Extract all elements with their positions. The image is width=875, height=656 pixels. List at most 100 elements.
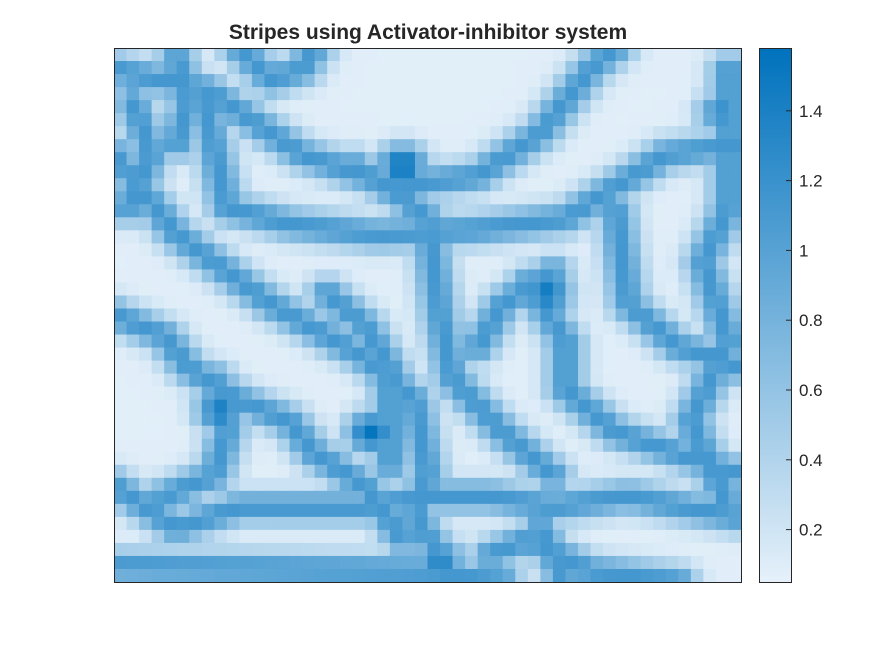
heatmap-cell <box>277 152 291 166</box>
heatmap-cell <box>114 373 128 388</box>
heatmap-cell <box>515 529 529 544</box>
heatmap-cell <box>126 139 140 153</box>
heatmap-cell <box>314 165 328 179</box>
heatmap-cell <box>352 568 366 583</box>
heatmap-cell <box>527 308 541 323</box>
heatmap-cell <box>339 243 353 257</box>
heatmap-cell <box>189 529 203 544</box>
heatmap-cell <box>678 334 692 349</box>
heatmap-cell <box>277 451 291 466</box>
heatmap-cell <box>678 555 692 570</box>
heatmap-cell <box>590 256 604 271</box>
heatmap-cell <box>440 256 454 271</box>
heatmap-cell <box>414 139 429 153</box>
heatmap-cell <box>201 230 215 244</box>
heatmap-cell <box>314 100 328 114</box>
heatmap-cell <box>339 490 353 505</box>
heatmap-cell <box>678 308 692 323</box>
heatmap-cell <box>427 48 441 62</box>
heatmap-cell <box>603 321 617 336</box>
heatmap-cell <box>176 308 190 323</box>
heatmap-cell <box>628 490 642 505</box>
heatmap-cell <box>678 503 692 518</box>
heatmap-cell <box>628 74 642 88</box>
heatmap-cell <box>603 360 617 375</box>
heatmap-cell <box>377 74 391 88</box>
heatmap-cell <box>690 555 704 570</box>
heatmap-cell <box>289 308 303 323</box>
heatmap-cell <box>352 191 366 205</box>
heatmap-cell <box>126 555 140 570</box>
heatmap-cell <box>151 412 165 427</box>
heatmap-cell <box>477 113 491 127</box>
heatmap-cell <box>176 399 190 414</box>
heatmap-cell <box>414 256 429 271</box>
heatmap-cell <box>389 165 404 179</box>
heatmap-cell <box>452 347 466 362</box>
heatmap-cell <box>302 217 316 231</box>
heatmap-cell <box>465 61 479 75</box>
heatmap-cell <box>364 308 378 323</box>
heatmap-cell <box>653 399 667 414</box>
heatmap-cell <box>302 412 316 427</box>
heatmap-cell <box>414 48 429 62</box>
heatmap-cell <box>239 451 253 466</box>
heatmap-cell <box>665 230 679 244</box>
heatmap-cell <box>577 360 592 375</box>
heatmap-cell <box>678 269 692 284</box>
heatmap-cell <box>352 490 366 505</box>
heatmap-cell <box>314 529 328 544</box>
heatmap-cell <box>389 113 404 127</box>
heatmap-cell <box>414 555 429 570</box>
heatmap-cell <box>251 529 266 544</box>
heatmap-cell <box>151 490 165 505</box>
heatmap-cell <box>364 269 378 284</box>
heatmap-cell <box>126 516 140 531</box>
heatmap-cell <box>126 126 140 140</box>
heatmap-cell <box>414 451 429 466</box>
heatmap-cell <box>114 490 128 505</box>
heatmap-cell <box>628 87 642 101</box>
heatmap-cell <box>590 373 604 388</box>
heatmap-cell <box>164 295 178 310</box>
heatmap-cell <box>427 256 441 271</box>
heatmap-cell <box>678 386 692 401</box>
heatmap-cell <box>477 386 491 401</box>
heatmap-cell <box>126 191 140 205</box>
heatmap-cell <box>302 282 316 297</box>
heatmap-cell <box>628 360 642 375</box>
heatmap-cell <box>490 256 504 271</box>
heatmap-cell <box>302 61 316 75</box>
heatmap-cell <box>201 516 215 531</box>
heatmap-cell <box>151 282 165 297</box>
heatmap-cell <box>289 204 303 218</box>
heatmap-cell <box>703 100 717 114</box>
heatmap-cell <box>678 451 692 466</box>
heatmap-cell <box>302 321 316 336</box>
heatmap-cell <box>452 230 466 244</box>
heatmap-cell <box>364 139 378 153</box>
heatmap-cell <box>114 360 128 375</box>
heatmap-cell <box>277 334 291 349</box>
heatmap-cell <box>628 373 642 388</box>
heatmap-cell <box>176 178 190 192</box>
heatmap-cell <box>515 347 529 362</box>
heatmap-cell <box>302 425 316 440</box>
heatmap-cell <box>728 529 742 544</box>
heatmap-cell <box>490 269 504 284</box>
heatmap-cell <box>339 464 353 479</box>
colorbar-ticks: 0.20.40.60.811.21.4 <box>786 102 823 540</box>
heatmap-cell <box>665 165 679 179</box>
heatmap-cell <box>515 126 529 140</box>
heatmap-cell <box>302 191 316 205</box>
heatmap-cell <box>427 139 441 153</box>
heatmap-cell <box>402 503 416 518</box>
heatmap-cell <box>402 178 416 192</box>
heatmap-cell <box>339 386 353 401</box>
heatmap-cell <box>339 308 353 323</box>
heatmap-cell <box>577 334 592 349</box>
heatmap-cell <box>239 425 253 440</box>
heatmap-cell <box>352 529 366 544</box>
heatmap-cell <box>327 243 341 257</box>
heatmap-cell <box>715 425 730 440</box>
